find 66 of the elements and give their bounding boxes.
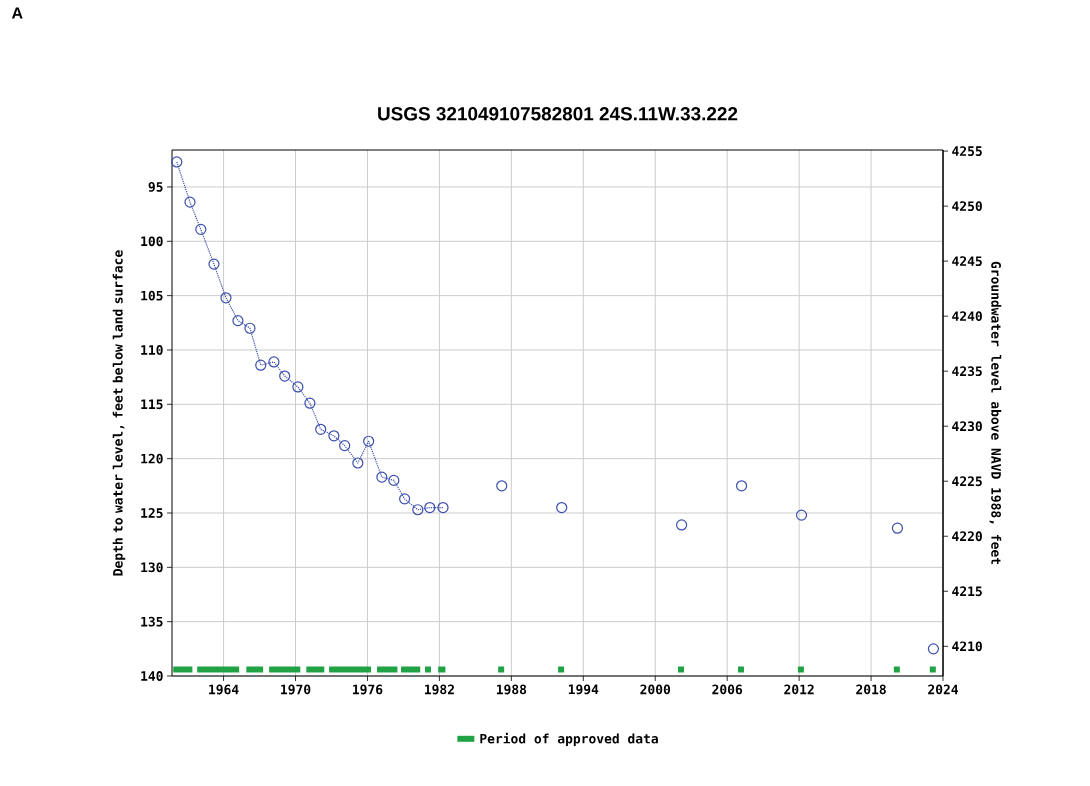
y-tick-label: 125	[141, 508, 163, 518]
y-tick-label: 120	[141, 453, 163, 464]
y2-tick-label: 4225	[952, 476, 982, 487]
point	[315, 423, 327, 435]
point	[208, 258, 220, 270]
x-tick-label: 1964	[209, 684, 239, 695]
point	[496, 480, 508, 492]
point	[376, 471, 388, 483]
y2-tick-label: 4210	[952, 641, 982, 652]
point	[363, 435, 375, 447]
point	[795, 509, 808, 521]
chart-title: USGS 321049107582801 24S.11W.33.222	[378, 107, 738, 121]
x-tick-label: 2000	[640, 684, 671, 695]
y-tick-label: 135	[141, 616, 163, 627]
point	[352, 457, 364, 469]
x-tick-label: 1970	[281, 684, 311, 695]
y-tick-label: 130	[141, 562, 163, 573]
point	[676, 519, 688, 531]
point	[339, 440, 351, 452]
y2-tick-label: 4235	[952, 366, 982, 377]
y-tick-label: 110	[141, 345, 163, 355]
point	[244, 322, 256, 334]
point	[195, 223, 207, 235]
y-tick-label: 105	[141, 290, 163, 301]
point	[279, 370, 291, 382]
y2-tick-label: 4245	[952, 256, 982, 267]
point	[399, 493, 411, 505]
x-tick-label: 1982	[424, 684, 454, 695]
y2-axis-title: Groundwater level above NAVD 1988, feet	[989, 261, 1002, 564]
point	[891, 522, 904, 534]
x-tick-label: 2024	[928, 684, 959, 695]
point	[556, 501, 568, 514]
y-axis-title: Depth to water level, feet below land surface	[112, 250, 126, 576]
point	[255, 359, 267, 371]
legend-label: Period of approved data	[480, 732, 658, 747]
y-tick-label: 140	[141, 671, 163, 681]
point	[171, 156, 183, 168]
text: A	[11, 7, 23, 19]
x-tick-label: 2018	[856, 684, 886, 695]
point	[735, 480, 748, 492]
y2-tick-label: 4240	[952, 311, 982, 322]
y-tick-label: 115	[141, 399, 163, 410]
y2-tick-label: 4220	[952, 531, 982, 542]
y-tick-label: 100	[141, 236, 163, 247]
point	[328, 430, 340, 442]
y2-tick-label: 4230	[952, 421, 982, 432]
point	[292, 381, 304, 393]
x-tick-label: 2006	[712, 684, 743, 695]
y2-tick-label: 4250	[952, 201, 982, 212]
point	[304, 397, 316, 409]
point	[184, 196, 196, 208]
point	[412, 504, 424, 516]
y2-tick-label: 4255	[952, 146, 982, 156]
point	[232, 315, 244, 327]
point	[388, 474, 400, 486]
point	[927, 643, 940, 655]
point	[268, 356, 280, 368]
x-tick-label: 2012	[784, 684, 814, 695]
point	[220, 292, 232, 304]
y-tick-label: 95	[148, 182, 163, 192]
y2-tick-label: 4215	[952, 586, 982, 597]
x-tick-label: 1976	[353, 684, 383, 695]
point	[437, 501, 449, 514]
point	[424, 501, 436, 514]
x-tick-label: 1994	[568, 684, 599, 695]
x-tick-label: 1988	[496, 684, 527, 695]
